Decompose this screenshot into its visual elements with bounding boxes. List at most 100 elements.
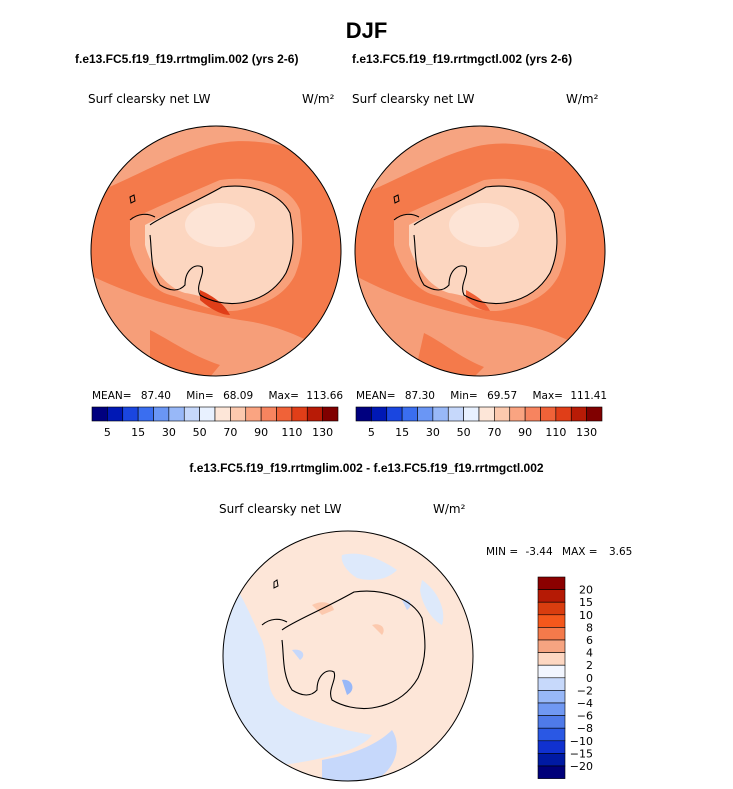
panel1-colorbar-swatch [245,406,262,422]
difference-negative-patch-1 [292,649,304,660]
difference-colorbar-swatch [537,601,566,616]
panel1-variable-label: Surf clearsky net LW [88,92,211,106]
difference-colorbar-tick-label: 8 [586,621,593,634]
panel2-colorbar-swatch [386,406,403,422]
page-title: DJF [345,18,388,43]
panel1-colorbar-swatch [230,406,247,422]
difference-min-value: -3.44 [525,546,553,558]
difference-negative-patch-2 [342,679,353,695]
difference-colorbar-tick-label: −4 [577,697,593,710]
difference-coastline [261,590,426,710]
panel2-map [354,125,606,377]
panel2-island [393,194,400,204]
panel2-colorbar-tick-label: 15 [395,426,409,439]
difference-units-label: W/m² [433,502,466,516]
difference-title: f.e13.FC5.f19_f19.rrtmglim.002 - f.e13.F… [189,461,544,475]
panel1-mean-label: MEAN= [92,390,132,402]
panel2-colorbar-swatch [417,406,434,422]
panel2-variable-label: Surf clearsky net LW [352,92,475,106]
difference-colorbar-swatch [537,614,566,628]
difference-colorbar-swatch [537,677,566,691]
panel2-south-band [355,275,605,376]
difference-colorbar-swatch [537,727,566,742]
panel1-run-label: f.e13.FC5.f19_f19.rrtmglim.002 (yrs 2-6) [75,52,299,66]
panel2-map-border [354,125,606,377]
panel1-max-label: Max= [268,390,299,402]
panel1-map [90,125,342,377]
difference-negative-north [341,553,397,580]
difference-colorbar-tick-label: −2 [577,684,593,697]
panel2-min-value: 69.57 [487,390,518,402]
panel2-colorbar-swatch [555,406,572,422]
panel1-plateau [185,203,255,247]
panel2-colorbar-swatch [540,406,557,422]
panel1-colorbar-tick-label: 70 [223,426,237,439]
panel1-colorbar-swatch [91,406,108,422]
panel1-stats: MEAN= 87.40 Min= 68.09 Max= 113.66 [92,390,343,402]
difference-variable-label: Surf clearsky net LW [219,502,342,516]
panel2-run-label: f.e13.FC5.f19_f19.rrtmgctl.002 (yrs 2-6) [352,52,573,66]
panel2-colorbar-swatch [463,406,480,422]
difference-colorbar-tick-label: 10 [579,609,593,622]
difference-min-label: MIN = [486,546,519,558]
panel2-colorbar-swatch [401,406,418,422]
panel2-max-value: 111.41 [570,390,608,402]
difference-max-label: MAX = [562,546,598,558]
panel2-plateau [449,203,519,247]
difference-colorbar-swatch [537,702,566,716]
panel1-colorbar-swatch [306,406,323,422]
difference-colorbar-tick-label: −8 [577,722,593,735]
difference-positive-patch-2 [372,624,384,635]
difference-colorbar-swatch [537,740,566,754]
difference-negative-south [322,730,397,781]
difference-island [273,579,279,589]
panel1-colorbar-tick-label: 110 [281,426,302,439]
panel1-map-border [90,125,342,377]
panel2-colorbar-tick-label: 110 [545,426,566,439]
panel2-stats: MEAN= 87.30 Min= 69.57 Max= 111.41 [356,390,607,402]
panel1-colorbar-swatch [214,406,231,422]
panel1-colorbar-tick-label: 90 [254,426,268,439]
panel1-colorbar-swatch [199,406,216,422]
difference-colorbar-swatch [537,715,566,729]
panel1-colorbar-swatch [322,406,339,422]
panel2-colorbar-swatch [355,406,372,422]
difference-negative-northeast [420,580,444,625]
panel2-colorbar-swatch [570,406,587,422]
difference-colorbar-tick-label: −6 [577,710,593,723]
difference-colorbar-tick-label: 15 [579,596,593,609]
panel2-max-label: Max= [532,390,563,402]
panel2-mean-label: MEAN= [356,390,396,402]
panel2-colorbar-swatch [432,406,449,422]
difference-minmax: MIN = -3.44 MAX = 3.65 [486,546,632,558]
panel2-colorbar-tick-label: 5 [368,426,375,439]
difference-colorbar-swatch [537,690,566,704]
panel2-mean-value: 87.30 [404,390,435,402]
panel1-mean-value: 87.40 [140,390,171,402]
panel1-colorbar-tick-label: 15 [131,426,145,439]
panel2-colorbar-tick-label: 70 [487,426,501,439]
difference-colorbar-swatch [537,576,566,590]
panel1-island [129,194,136,204]
difference-colorbar-swatch [537,639,566,653]
panel2-colorbar-swatch [586,406,603,422]
panel1-colorbar-swatch [137,406,154,422]
panel1-colorbar-swatch [107,406,124,422]
panel1-south-patch [150,330,220,376]
panel2-colorbar-swatch [509,406,526,422]
difference-colorbar-swatch [537,765,566,779]
panel2-colorbar-swatch [524,406,541,422]
panel2-colorbar-tick-label: 30 [426,426,440,439]
difference-colorbar-tick-label: 20 [579,584,593,597]
difference-colorbar-tick-label: 0 [586,672,593,685]
difference-colorbar-tick-label: 4 [586,647,593,660]
difference-map [222,530,474,782]
panel2-colorbar-swatch [371,406,388,422]
panel1-colorbar-swatch [260,406,277,422]
panel1-colorbar: 5 15 30 50 70 90 110 130 [91,406,339,439]
difference-colorbar-tick-label: 2 [586,659,593,672]
panel1-colorbar-tick-label: 130 [312,426,333,439]
panel2-colorbar-swatch [478,406,495,422]
panel1-colorbar-swatch [122,406,139,422]
